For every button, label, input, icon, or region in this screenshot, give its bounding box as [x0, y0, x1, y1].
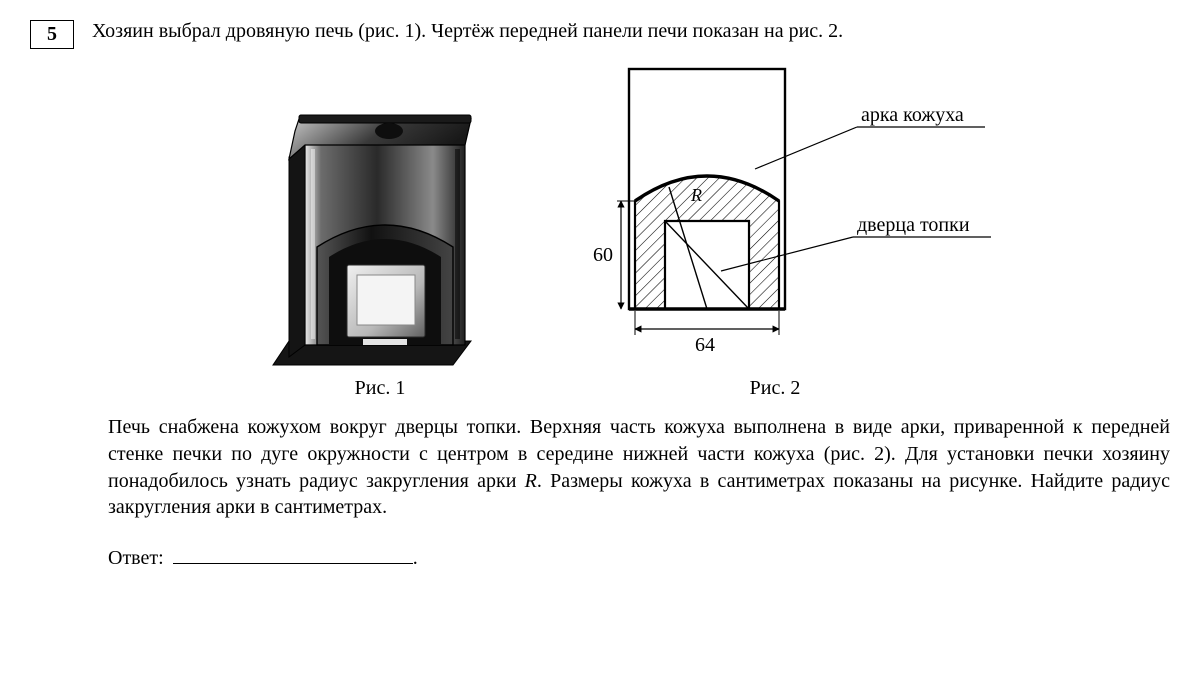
figures-row: Рис. 1 — [90, 59, 1170, 400]
callout-door-text: дверца топки — [857, 214, 970, 236]
stove-top-rim — [299, 115, 471, 123]
description-text: Печь снабжена кожухом вокруг дверцы топк… — [108, 414, 1170, 521]
dim-bottom-label: 64 — [695, 334, 715, 356]
question-number-box: 5 — [30, 20, 74, 49]
figure-2-caption: Рис. 2 — [750, 377, 801, 400]
answer-blank[interactable] — [173, 543, 413, 564]
dim-left-label: 60 — [593, 244, 613, 266]
figure-1-svg — [265, 69, 495, 369]
stove-body-side — [289, 143, 305, 357]
radius-label: R — [690, 185, 702, 205]
answer-row: Ответ: . — [108, 543, 1170, 570]
figure-2-svg: R 60 64 арка кожуха дверца топки — [555, 59, 995, 369]
intro-text: Хозяин выбрал дровяную печь (рис. 1). Че… — [92, 18, 1170, 45]
answer-suffix: . — [413, 547, 418, 569]
figure-1-caption: Рис. 1 — [355, 377, 406, 400]
stove-top-hole — [375, 123, 403, 139]
answer-label: Ответ: — [108, 547, 164, 569]
stove-door-panel — [357, 275, 415, 325]
stove-door-sill — [363, 339, 407, 345]
description-text-content: Печь снабжена кожухом вокруг дверцы топк… — [108, 416, 1170, 518]
figure-2: R 60 64 арка кожуха дверца топки Рис. 2 — [555, 59, 995, 400]
callout-arc-text: арка кожуха — [861, 104, 964, 126]
figure-1: Рис. 1 — [265, 69, 495, 400]
